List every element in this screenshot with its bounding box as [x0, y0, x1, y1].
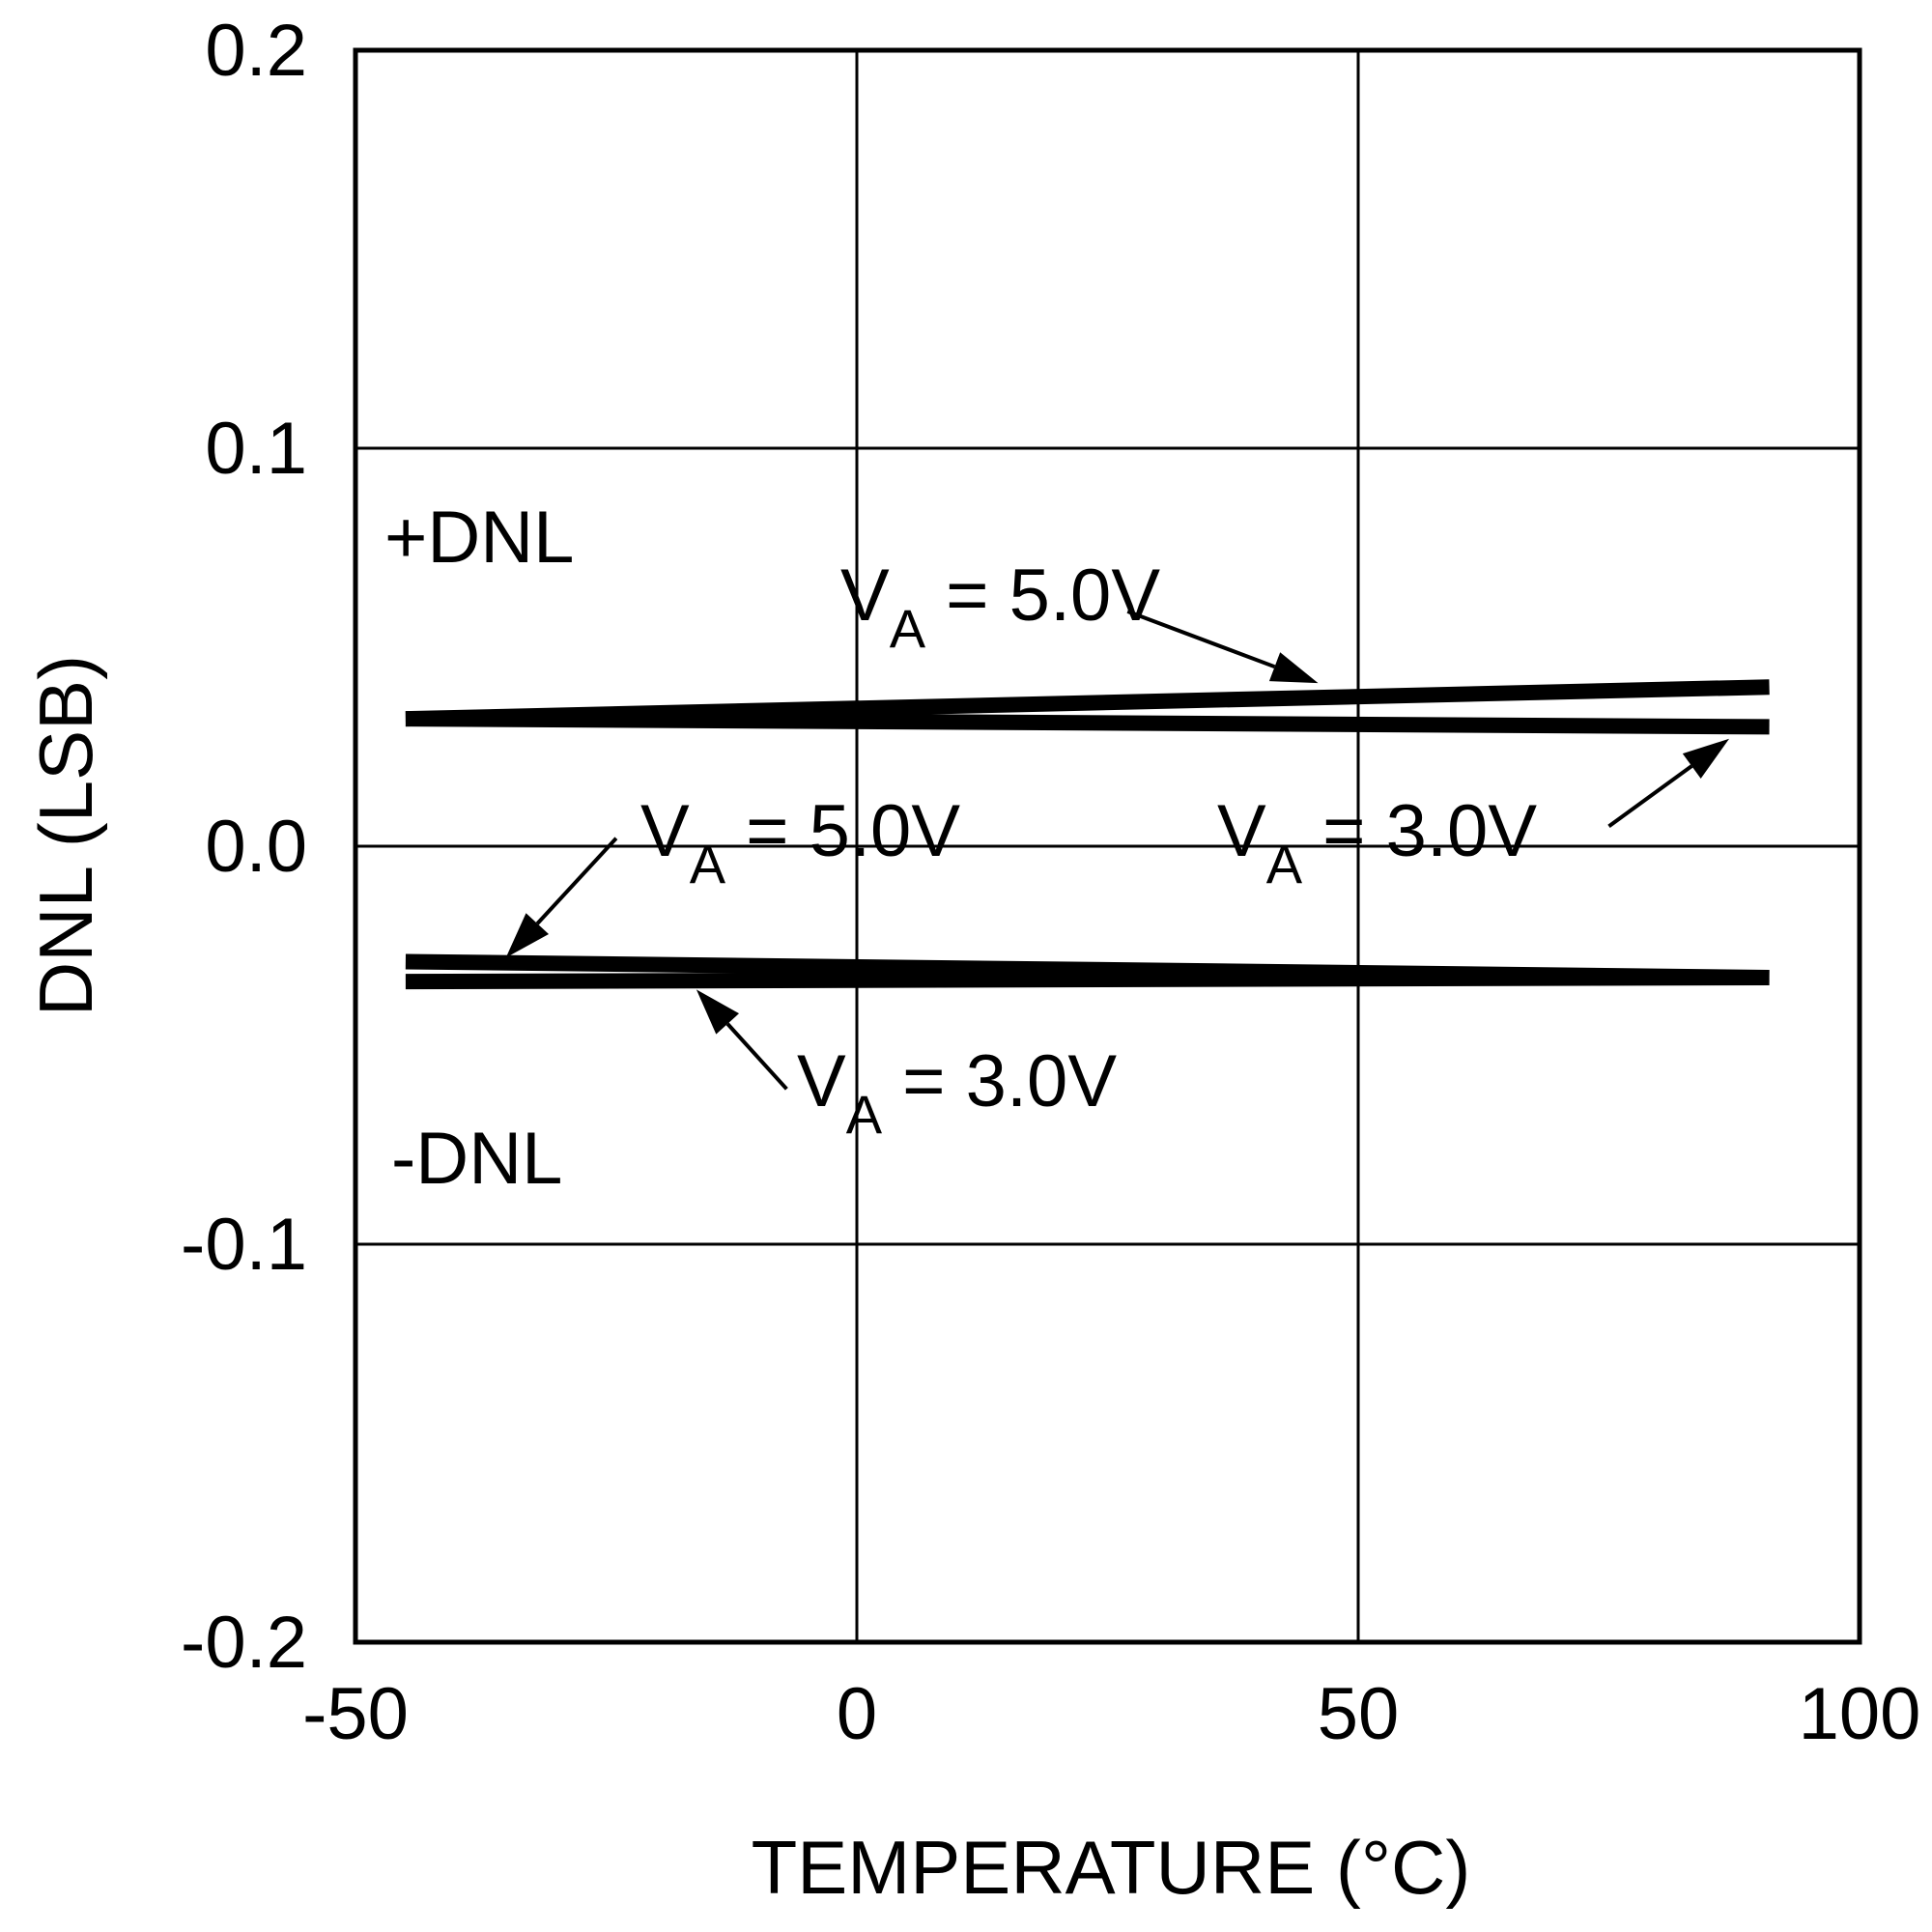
annot-minus-va-3v-symbol: V	[797, 1040, 846, 1122]
annot-minus-va-5v-symbol: V	[640, 790, 690, 872]
y-tick-label: 0.2	[205, 10, 307, 92]
annot-minus-va-5v-value: = 5.0V	[725, 790, 960, 872]
y-tick-label: 0.1	[205, 408, 307, 490]
arrow-head-minus-va-3v	[696, 989, 740, 1035]
annot-minus-va-5v: VA = 5.0V	[640, 790, 960, 895]
arrow-head-plus-va-5v	[1268, 652, 1319, 684]
x-axis-title: TEMPERATURE (°C)	[752, 1825, 1471, 1910]
annot-minus-va-3v: VA = 3.0V	[797, 1040, 1117, 1145]
annot-minus-va-3v-value: = 3.0V	[882, 1040, 1117, 1122]
annot-plus-va-5v-value: = 5.0V	[925, 554, 1160, 637]
annot-plus-va-3v-value: = 3.0V	[1302, 790, 1537, 872]
y-tick-label: -0.1	[181, 1204, 307, 1286]
arrow-line-minus-va-3v	[725, 1022, 788, 1091]
annot-plus-va-5v-subscript: A	[890, 598, 926, 659]
arrow-head-minus-va-5v	[505, 913, 550, 958]
minus-dnl-label: -DNL	[391, 1118, 562, 1200]
y-tick-label: -0.2	[181, 1602, 307, 1684]
plot-frame	[353, 47, 1862, 1645]
x-tick-label: 0	[837, 1673, 877, 1755]
x-tick-label: 100	[1799, 1673, 1921, 1755]
arrow-layer	[505, 610, 1730, 1091]
annot-plus-va-3v: VA = 3.0V	[1217, 790, 1537, 895]
series-line-3	[405, 969, 1770, 990]
tick-layer: -50 0 50 100 0.2 0.1 0.0 -0.1 -0.2	[181, 10, 1920, 1755]
annot-plus-va-3v-subscript: A	[1266, 834, 1303, 895]
annot-plus-va-5v: VA = 5.0V	[840, 554, 1160, 659]
arrow-head-plus-va-3v	[1682, 738, 1730, 779]
y-axis-title: DNL (LSB)	[23, 655, 108, 1016]
series-layer	[405, 679, 1770, 990]
arrow-line-minus-va-5v	[535, 837, 618, 925]
arrow-line-plus-va-5v	[1126, 610, 1276, 669]
x-tick-label: 50	[1318, 1673, 1400, 1755]
grid-layer	[353, 47, 1862, 1645]
annot-minus-va-5v-subscript: A	[690, 834, 726, 895]
plus-dnl-label: +DNL	[384, 497, 574, 579]
annot-minus-va-3v-subscript: A	[846, 1084, 883, 1145]
y-tick-label: 0.0	[205, 806, 307, 888]
arrow-line-plus-va-3v	[1607, 764, 1693, 829]
x-tick-label: -50	[302, 1673, 409, 1755]
series-line-1	[405, 711, 1770, 735]
annot-plus-va-5v-symbol: V	[840, 554, 890, 637]
annot-plus-va-3v-symbol: V	[1217, 790, 1266, 872]
